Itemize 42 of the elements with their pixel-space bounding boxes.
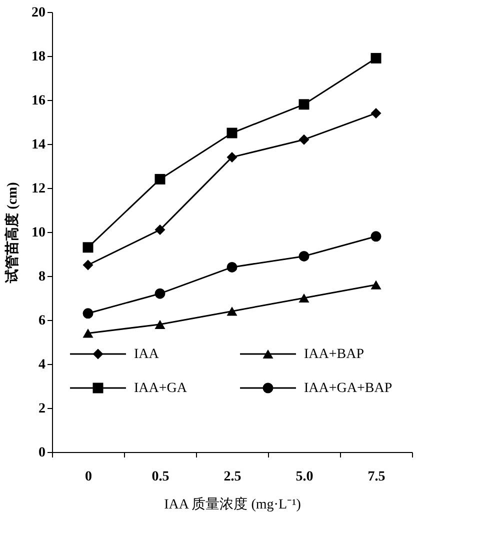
x-axis-title: IAA 质量浓度 (mg·L⁻¹) (164, 496, 302, 512)
point (154, 288, 166, 299)
legend-label: IAA+GA+BAP (304, 381, 392, 396)
x-tick-label: 0 (85, 470, 92, 484)
point (298, 99, 310, 110)
y-tick-label: 4 (38, 358, 46, 372)
point (82, 260, 94, 270)
legend-label: IAA+BAP (304, 347, 364, 362)
y-tick-label: 18 (32, 50, 46, 64)
point (82, 242, 94, 253)
point (154, 224, 166, 236)
point (370, 108, 382, 118)
point (226, 128, 238, 138)
point (298, 250, 310, 262)
y-tick-label: 16 (32, 94, 46, 108)
point (226, 262, 238, 272)
y-tick-label: 14 (32, 138, 46, 152)
x-tick-label: 2.5 (224, 470, 242, 484)
point (370, 231, 382, 242)
x-tick-label: 5.0 (296, 470, 314, 484)
point (298, 293, 310, 303)
legend-label: IAA (134, 347, 160, 362)
point (370, 52, 382, 64)
point (82, 328, 94, 338)
legend-label: IAA+GA (134, 381, 188, 396)
point (154, 320, 166, 329)
point (226, 152, 238, 162)
x-tick-label: 0.5 (152, 470, 170, 484)
y-tick-label: 20 (32, 6, 46, 20)
point (226, 306, 238, 316)
y-tick-label: 2 (38, 402, 46, 416)
y-tick-label: 6 (38, 314, 46, 328)
y-tick-label: 8 (38, 270, 46, 284)
point (298, 134, 310, 145)
point (370, 280, 382, 290)
x-tick-label: 7.5 (368, 470, 386, 484)
y-tick-label: 12 (32, 182, 46, 196)
y-tick-label: 0 (38, 446, 46, 460)
y-tick-label: 10 (32, 226, 46, 240)
y-axis-title: 试管苗高度 (cm) (4, 182, 20, 284)
point (154, 174, 166, 184)
point (82, 308, 94, 319)
